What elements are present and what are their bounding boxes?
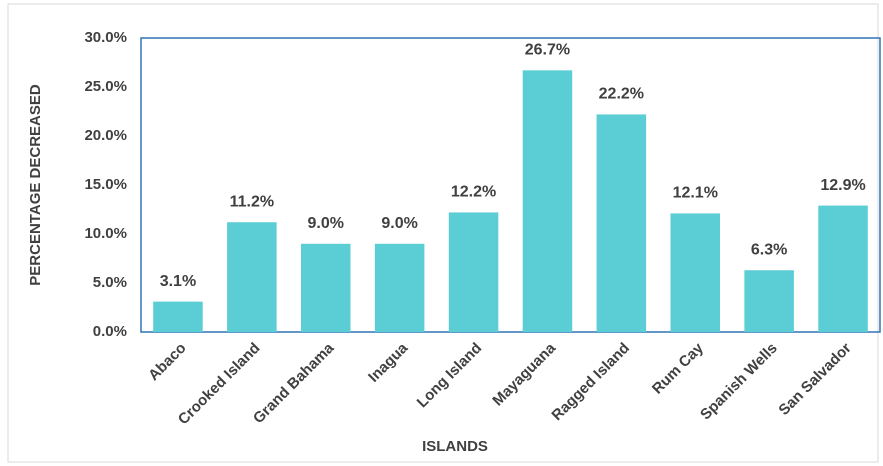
y-axis-title: PERCENTAGE DECREASED (27, 84, 44, 286)
value-label: 3.1% (160, 273, 196, 290)
y-tick-label: 10.0% (84, 225, 127, 242)
value-label: 6.3% (751, 241, 787, 258)
value-label: 12.1% (673, 185, 718, 202)
y-tick-label: 25.0% (84, 78, 127, 95)
y-tick-label: 30.0% (84, 29, 127, 46)
x-tick-label: Abaco (145, 340, 189, 384)
bar (448, 212, 499, 332)
x-tick-label: Ragged Island (548, 340, 633, 425)
bar (374, 243, 425, 332)
y-tick-label: 15.0% (84, 176, 127, 193)
value-label: 11.2% (230, 193, 274, 210)
bar (818, 205, 868, 332)
x-tick-label: San Salvador (775, 340, 854, 419)
bar (596, 114, 647, 332)
bar (153, 301, 203, 332)
y-tick-label: 5.0% (93, 274, 127, 291)
value-label: 9.0% (308, 215, 344, 232)
value-label: 9.0% (381, 215, 417, 232)
value-label: 12.9% (820, 177, 865, 194)
x-tick-label: Spanish Wells (697, 340, 781, 424)
x-tick-label: Mayaguana (489, 339, 559, 409)
bar (300, 243, 351, 332)
value-label: 12.2% (451, 184, 496, 201)
plot-frame (140, 37, 881, 333)
x-tick-label: Grand Bahama (250, 339, 338, 427)
bar (670, 213, 721, 332)
y-tick-label: 20.0% (84, 127, 127, 144)
bar (522, 70, 573, 332)
value-label: 26.7% (525, 42, 570, 59)
chart-border (7, 3, 879, 463)
bar (744, 270, 794, 332)
y-tick-label: 0.0% (93, 323, 127, 340)
x-tick-label: Inagua (365, 339, 412, 386)
x-axis-title: ISLANDS (422, 438, 488, 455)
bar (227, 222, 277, 332)
x-tick-label: Rum Cay (649, 339, 707, 397)
value-label: 22.2% (599, 86, 644, 103)
x-tick-label: Long Island (414, 340, 486, 412)
